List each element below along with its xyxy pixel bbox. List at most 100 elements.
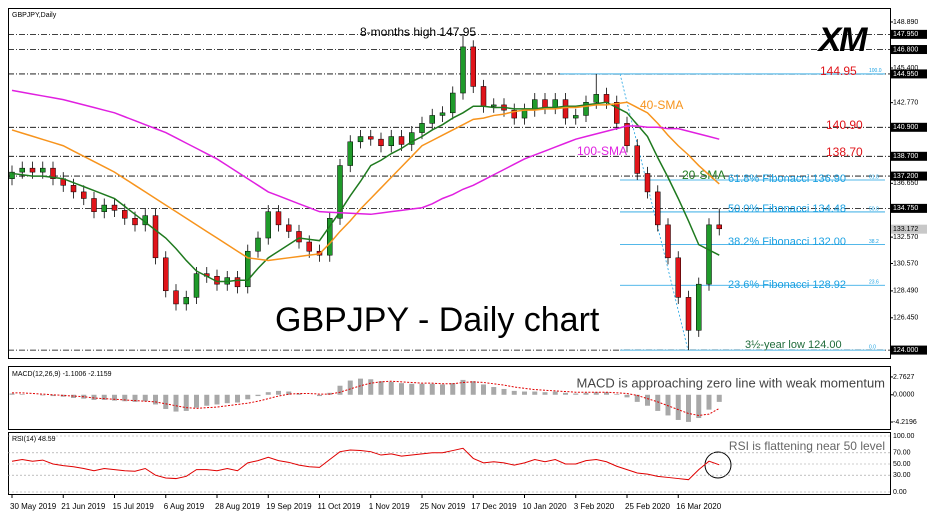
macd-bar <box>368 379 374 395</box>
macd-bar <box>429 383 435 395</box>
candle-body <box>327 218 333 256</box>
annotation: 61.8% Fibonacci 136.90 <box>728 173 846 185</box>
y-tick-label: 2.7627 <box>893 374 915 381</box>
x-tick-label: 16 Mar 2020 <box>676 502 721 511</box>
annotation: 50.0% Fibonacci 134.48 <box>728 203 846 215</box>
candle-body <box>9 171 15 179</box>
candle-body <box>70 185 77 193</box>
macd-bar <box>604 392 609 395</box>
level-label-box <box>891 29 927 39</box>
annotation: 8-months high 147.95 <box>360 25 476 39</box>
macd-bar <box>573 393 579 395</box>
macd-bar <box>265 392 271 395</box>
x-tick-label: 11 Oct 2019 <box>318 502 362 511</box>
x-tick-label: 25 Nov 2019 <box>420 502 466 511</box>
macd-bar <box>399 383 404 395</box>
candle-body <box>573 115 579 119</box>
level-label: 146.800 <box>893 46 918 53</box>
candle-body <box>347 141 353 166</box>
y-tick-label: 132.570 <box>893 234 918 241</box>
macd-bar <box>470 381 476 395</box>
macd-bar <box>112 394 117 401</box>
macd-bar <box>50 394 56 397</box>
candle-body <box>337 165 343 219</box>
level-label-box <box>891 69 927 79</box>
macd-bar <box>686 394 691 422</box>
macd-bar <box>634 394 640 402</box>
candle-body <box>603 94 610 103</box>
sma-line <box>11 101 720 283</box>
candle-body <box>665 224 671 259</box>
macd-bar <box>440 384 445 395</box>
candle-body <box>542 99 548 108</box>
candle-body <box>419 123 425 133</box>
candle-body <box>193 273 200 298</box>
candle-body <box>255 237 261 252</box>
candle-body <box>644 173 651 193</box>
macd-bar <box>122 394 128 402</box>
level-label-box <box>891 345 927 355</box>
candle-body <box>562 99 569 119</box>
sma-label: 100-SMA <box>577 144 627 158</box>
candle-body <box>388 136 394 147</box>
candle-body <box>378 138 384 147</box>
macd-bar <box>716 394 722 402</box>
candle-body <box>429 115 435 124</box>
fib-level-label: 38.2 <box>869 239 879 245</box>
x-tick-label: 30 May 2019 <box>10 502 57 511</box>
level-label-box <box>891 45 927 55</box>
candle-body <box>40 167 46 173</box>
y-tick-label: 148.890 <box>893 19 918 26</box>
macd-bar <box>204 394 210 406</box>
macd-bar <box>163 394 169 409</box>
annotation: 3½-year low 124.00 <box>745 339 842 351</box>
candle-body <box>583 102 589 116</box>
level-label-box <box>891 122 927 132</box>
macd-bar <box>378 381 384 395</box>
macd-bar <box>214 394 220 405</box>
candle-body <box>50 167 56 179</box>
annotation: 38.2% Fibonacci 132.00 <box>728 236 846 248</box>
macd-bar <box>337 385 343 395</box>
x-tick-label: 1 Nov 2019 <box>369 502 410 511</box>
candle-body <box>19 167 25 173</box>
candle-body <box>122 210 128 219</box>
candle-body <box>132 218 138 226</box>
macd-bar <box>388 381 394 395</box>
signal-line <box>12 380 720 416</box>
y-tick-label: 100.00 <box>893 433 915 440</box>
macd-bar <box>481 384 486 395</box>
y-tick-label: 130.570 <box>893 260 918 267</box>
y-tick-label: 145.400 <box>893 65 918 72</box>
candle-body <box>634 145 640 174</box>
candle-body <box>511 109 517 119</box>
y-tick-label: 128.490 <box>893 288 918 295</box>
macd-bar <box>235 394 240 403</box>
last-price-box <box>891 224 927 234</box>
candle-body <box>685 297 692 331</box>
macd-bar <box>655 394 661 411</box>
level-label: 144.950 <box>893 71 918 78</box>
macd-bar <box>9 393 15 395</box>
candle-body <box>286 224 292 232</box>
y-tick-label: 142.770 <box>893 99 918 106</box>
y-tick-label: 0.00 <box>893 489 907 496</box>
level-label: 138.700 <box>893 153 918 160</box>
macd-bar <box>583 392 589 395</box>
candle-body <box>183 297 189 305</box>
macd-bar <box>706 394 712 410</box>
annotation: 138.70 <box>826 145 863 159</box>
x-tick-label: 19 Sep 2019 <box>266 502 312 511</box>
level-label-box <box>891 151 927 161</box>
macd-bar <box>696 394 702 419</box>
candle-body <box>357 136 364 143</box>
candle-body <box>29 167 36 173</box>
macd-bar <box>71 394 76 398</box>
logo: XM <box>817 21 869 59</box>
candle-body <box>111 204 118 211</box>
macd-bar <box>153 394 158 405</box>
annotation: 140.90 <box>826 118 863 132</box>
candle-body <box>614 102 620 124</box>
y-tick-label: 136.650 <box>893 180 918 187</box>
